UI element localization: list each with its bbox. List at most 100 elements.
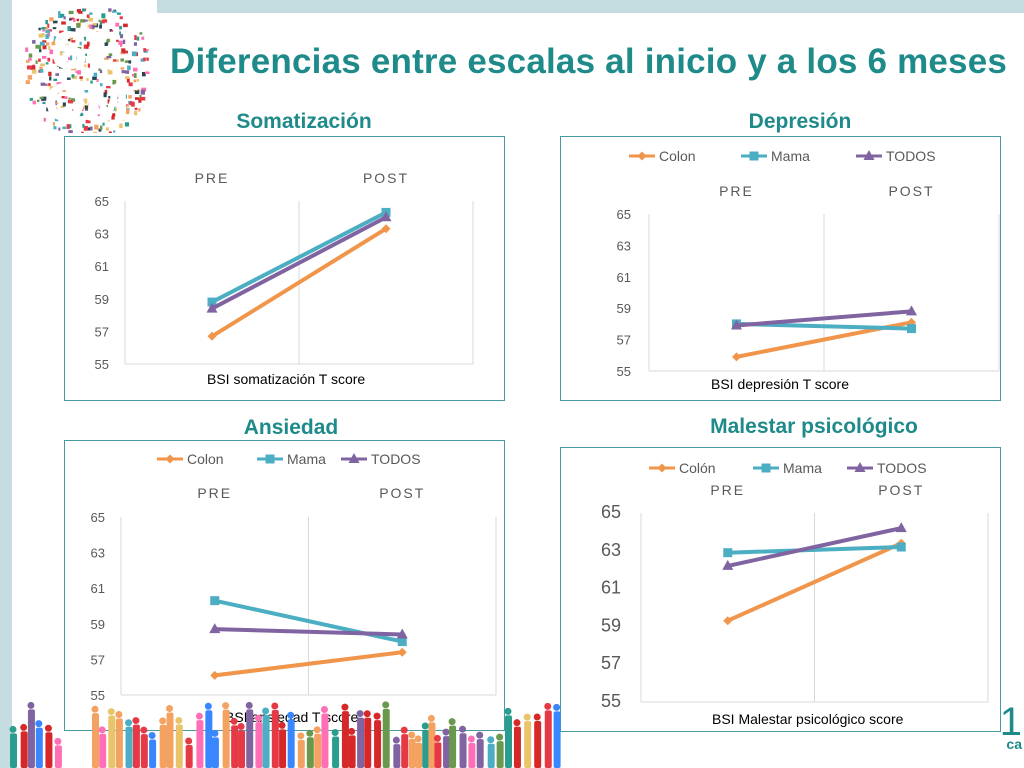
logo-confetti xyxy=(48,96,54,101)
crowd-figure-head xyxy=(341,703,349,711)
crowd-figure-body xyxy=(279,729,287,768)
crowd-figure-head xyxy=(115,710,123,718)
logo-confetti xyxy=(53,126,57,130)
logo-confetti xyxy=(107,116,111,122)
data-point-todos xyxy=(895,522,907,533)
logo-confetti xyxy=(42,28,45,32)
crowd-figure-body xyxy=(428,722,436,768)
crowd-figure-head xyxy=(553,703,561,711)
logo-confetti xyxy=(127,65,131,71)
logo-confetti xyxy=(138,98,142,103)
logo-confetti xyxy=(77,46,82,51)
logo-confetti xyxy=(47,23,50,28)
logo-confetti xyxy=(133,67,138,72)
logo-confetti xyxy=(105,127,109,131)
logo-confetti xyxy=(117,94,120,99)
logo-confetti xyxy=(120,58,125,62)
logo-confetti xyxy=(70,39,73,42)
logo-confetti xyxy=(117,100,121,104)
chart-title-ansiedad: Ansiedad xyxy=(243,416,339,439)
logo-confetti xyxy=(49,17,54,22)
crowd-figure-body xyxy=(297,739,305,768)
logo-confetti xyxy=(43,83,48,86)
crowd-figure-body xyxy=(306,737,314,768)
logo-confetti xyxy=(140,96,146,101)
y-tick-label: 55 xyxy=(617,364,631,379)
crowd-figure-body xyxy=(238,730,246,768)
logo-confetti xyxy=(39,66,43,70)
data-point-colon xyxy=(732,352,741,362)
data-point-colon xyxy=(381,224,391,234)
logo-confetti xyxy=(126,78,130,83)
crowd-figure-head xyxy=(132,717,140,725)
logo-confetti xyxy=(88,17,93,22)
category-label: POST xyxy=(878,482,924,498)
logo-confetti xyxy=(69,55,73,61)
logo-confetti xyxy=(116,12,121,15)
logo-confetti xyxy=(75,70,80,74)
crowd-figure-body xyxy=(382,708,390,768)
crowd-figure-head xyxy=(185,737,193,745)
logo-confetti xyxy=(45,34,49,39)
crowd-figure-head xyxy=(363,710,371,718)
legend-label: TODOS xyxy=(877,460,927,476)
crowd-figure-head xyxy=(348,727,356,735)
legend-label: TODOS xyxy=(371,451,421,467)
crowd-figure-body xyxy=(357,717,365,768)
logo-confetti xyxy=(131,51,137,57)
y-tick-label: 59 xyxy=(601,615,621,635)
logo-confetti xyxy=(104,105,110,108)
crowd-figure-head xyxy=(287,711,295,719)
crowd-figure-body xyxy=(115,718,123,768)
x-axis-title: BSI somatización T score xyxy=(207,371,365,387)
seom-logo: SE OM xyxy=(25,8,150,133)
logo-confetti xyxy=(93,72,98,78)
crowd-figure-head xyxy=(504,707,512,715)
legend-marker xyxy=(761,463,771,473)
crowd-figure-body xyxy=(54,745,62,768)
logo-confetti xyxy=(87,41,90,47)
y-tick-label: 61 xyxy=(91,581,105,596)
logo-confetti xyxy=(69,36,73,42)
x-axis-title: BSI Malestar psicológico score xyxy=(712,711,904,727)
logo-confetti xyxy=(54,91,57,96)
logo-confetti xyxy=(39,49,42,53)
logo-confetti xyxy=(98,19,101,22)
logo-confetti xyxy=(92,84,95,88)
chart-ansiedad: 55 57 59 61 63 65 PRE POST BSI ansiedad T score C… xyxy=(64,440,505,731)
crowd-figure-body xyxy=(332,736,340,768)
logo-confetti xyxy=(102,106,107,110)
y-tick-label: 57 xyxy=(95,324,109,339)
logo-confetti xyxy=(76,9,82,13)
logo-confetti xyxy=(96,31,99,34)
logo-confetti xyxy=(39,41,45,46)
legend-label: Colon xyxy=(659,148,696,164)
legend-marker xyxy=(863,150,875,160)
logo-confetti xyxy=(112,32,116,35)
logo-confetti xyxy=(45,62,49,65)
logo-confetti xyxy=(92,92,97,96)
logo-confetti xyxy=(140,89,145,95)
series-line-todos xyxy=(210,215,388,311)
crowd-figure-body xyxy=(449,725,457,768)
logo-confetti xyxy=(140,58,146,62)
logo-confetti xyxy=(83,125,88,131)
legend-label: TODOS xyxy=(886,148,936,164)
logo-confetti xyxy=(79,112,84,117)
crowd-figure-head xyxy=(254,714,262,722)
logo-confetti xyxy=(96,78,99,83)
logo-confetti xyxy=(25,47,29,52)
crowd-figure-body xyxy=(524,721,532,768)
logo-confetti xyxy=(49,49,54,55)
crowd-figure-head xyxy=(211,729,219,737)
logo-confetti xyxy=(56,89,59,95)
y-tick-label: 63 xyxy=(601,540,621,560)
logo-confetti xyxy=(87,63,93,68)
logo-confetti xyxy=(77,64,81,67)
crowd-figure-body xyxy=(476,739,484,768)
logo-confetti xyxy=(79,76,83,79)
logo-confetti xyxy=(69,87,74,91)
logo-confetti xyxy=(109,98,115,102)
y-tick-label: 59 xyxy=(91,617,105,632)
logo-confetti xyxy=(94,89,98,94)
